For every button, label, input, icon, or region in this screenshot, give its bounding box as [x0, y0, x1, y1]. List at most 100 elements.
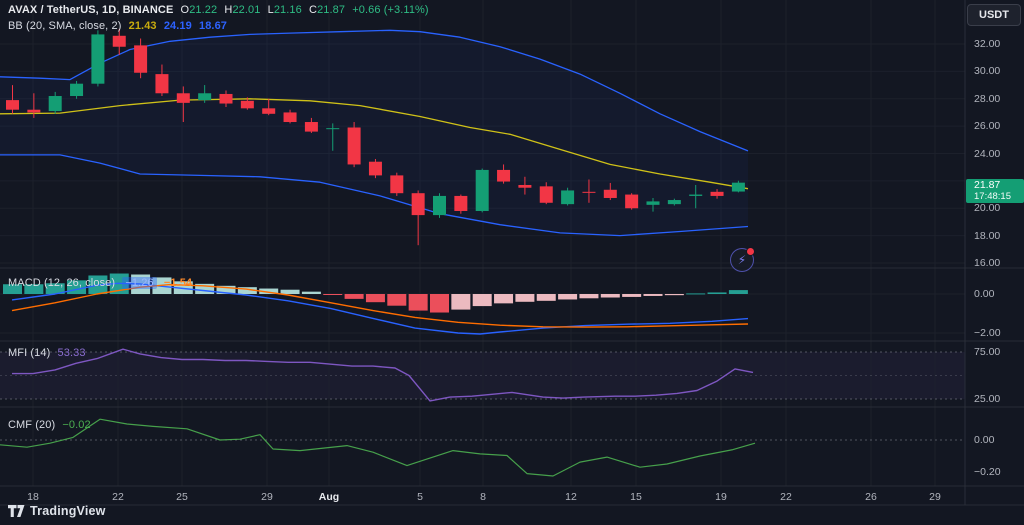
price-tick-label[interactable]: 24.00: [974, 147, 1001, 160]
macd-histogram-bar: [643, 294, 663, 296]
macd-histogram-bar: [195, 283, 215, 294]
macd-histogram-bar: [472, 294, 492, 307]
mfi-tick-label[interactable]: 25.00: [974, 393, 1001, 405]
notification-dot: [746, 247, 755, 256]
candle-body: [518, 184, 532, 188]
candle-body: [731, 182, 745, 192]
cmf-label[interactable]: CMF (20): [8, 419, 56, 431]
macd-tick-label[interactable]: −2.00: [974, 327, 1001, 339]
time-tick-label[interactable]: 18: [27, 491, 39, 503]
cmf-tick-label[interactable]: 0.00: [974, 434, 995, 446]
time-tick-label[interactable]: Aug: [318, 491, 340, 503]
macd-histogram-bar: [24, 284, 44, 294]
macd-histogram-bar: [3, 284, 22, 294]
macd-histogram-bar: [259, 288, 279, 294]
low-value: 21.16: [273, 4, 302, 16]
candle-body: [454, 195, 468, 211]
price-tick-label[interactable]: 18.00: [974, 229, 1001, 242]
macd-label[interactable]: MACD (12, 26, close): [8, 277, 116, 289]
candle-body: [689, 194, 703, 196]
price-tick-label[interactable]: 28.00: [974, 92, 1001, 105]
candle-body: [198, 93, 212, 101]
lightning-icon: ⚡: [737, 253, 747, 267]
price-tick-label[interactable]: 16.00: [974, 257, 1001, 269]
macd-histogram-bar: [344, 294, 364, 299]
cmf-legend: CMF (20) −0.02: [8, 419, 91, 431]
price-tick-label[interactable]: 26.00: [974, 120, 1001, 133]
macd-tick-label[interactable]: 0.00: [974, 288, 995, 300]
tradingview-logo-icon: [8, 504, 25, 517]
mfi-label[interactable]: MFI (14): [8, 347, 51, 359]
macd-histogram-bar: [686, 293, 706, 295]
time-tick-label[interactable]: 26: [865, 491, 877, 503]
time-tick-label[interactable]: 12: [565, 491, 577, 503]
cmf-line: [0, 418, 756, 477]
currency-toggle-button[interactable]: USDT: [967, 4, 1021, 26]
macd-histogram-bar: [45, 283, 65, 294]
macd-histogram-bar: [216, 285, 236, 294]
high-label: H: [224, 4, 233, 16]
macd-histogram-bar: [237, 287, 257, 294]
price-tick-label[interactable]: 32.00: [974, 38, 1001, 50]
candle-body: [48, 96, 62, 112]
cmf-tick-label[interactable]: −0.20: [974, 466, 1001, 478]
last-price-badge: 21.87 17:48:15: [966, 179, 1024, 203]
bb-upper-value: 24.19: [163, 20, 192, 32]
candle-body: [561, 190, 575, 205]
symbol-title[interactable]: AVAX / TetherUS, 1D, BINANCE: [8, 4, 174, 16]
candle-body: [625, 194, 639, 209]
macd-histogram-bar: [408, 294, 428, 311]
macd-histogram-bar: [664, 294, 684, 296]
lightning-trade-button[interactable]: ⚡: [730, 247, 755, 272]
time-tick-label[interactable]: 29: [261, 491, 273, 503]
macd-histogram-bar: [451, 294, 471, 310]
candle-body: [411, 193, 425, 216]
macd-histogram-bar: [707, 292, 727, 294]
candle-body: [6, 100, 19, 110]
time-tick-label[interactable]: 15: [630, 491, 642, 503]
time-tick-label[interactable]: 19: [715, 491, 727, 503]
time-tick-label[interactable]: 22: [780, 491, 792, 503]
time-tick-label[interactable]: 5: [417, 491, 423, 503]
candle-body: [176, 93, 190, 103]
candle-body: [304, 122, 318, 132]
time-tick-label[interactable]: 22: [112, 491, 124, 503]
candle-body: [262, 108, 276, 114]
bb-basis-line: [0, 98, 749, 190]
candle-body: [70, 83, 84, 97]
macd-histogram-bar: [494, 294, 514, 304]
time-tick-label[interactable]: 25: [176, 491, 188, 503]
candle-body: [219, 93, 233, 104]
tradingview-logo-text: TradingView: [30, 504, 106, 518]
macd-legend: MACD (12, 26, close) −1.26 −1.54: [8, 277, 192, 289]
time-tick-label[interactable]: 29: [929, 491, 941, 503]
symbol-legend: AVAX / TetherUS, 1D, BINANCE O21.22 H22.…: [8, 4, 429, 16]
time-tick-label[interactable]: 8: [480, 491, 486, 503]
candle-body: [112, 35, 126, 47]
macd-histogram-bar: [536, 294, 556, 301]
tradingview-logo[interactable]: TradingView: [8, 504, 106, 518]
candle-body: [368, 161, 382, 176]
candle-body: [582, 191, 596, 193]
bb-label[interactable]: BB (20, SMA, close, 2): [8, 20, 122, 32]
candle-body: [539, 186, 553, 203]
bb-legend: BB (20, SMA, close, 2) 21.43 24.19 18.67: [8, 20, 227, 32]
candle-body: [497, 169, 511, 182]
high-value: 22.01: [232, 4, 261, 16]
candle-body: [390, 175, 404, 194]
macd-signal-value: −1.54: [163, 277, 193, 289]
candle-body: [347, 127, 361, 165]
mfi-legend: MFI (14) 53.33: [8, 347, 86, 359]
bb-basis-value: 21.43: [128, 20, 157, 32]
macd-histogram-bar: [558, 294, 578, 300]
macd-histogram-bar: [728, 290, 748, 294]
price-tick-label[interactable]: 20.00: [974, 202, 1001, 215]
candle-body: [155, 74, 169, 94]
mfi-tick-label[interactable]: 75.00: [974, 346, 1001, 358]
price-tick-label[interactable]: 30.00: [974, 65, 1001, 78]
bb-fill: [0, 30, 748, 236]
macd-signal-line: [11, 283, 749, 328]
macd-histogram-bar: [600, 294, 620, 298]
